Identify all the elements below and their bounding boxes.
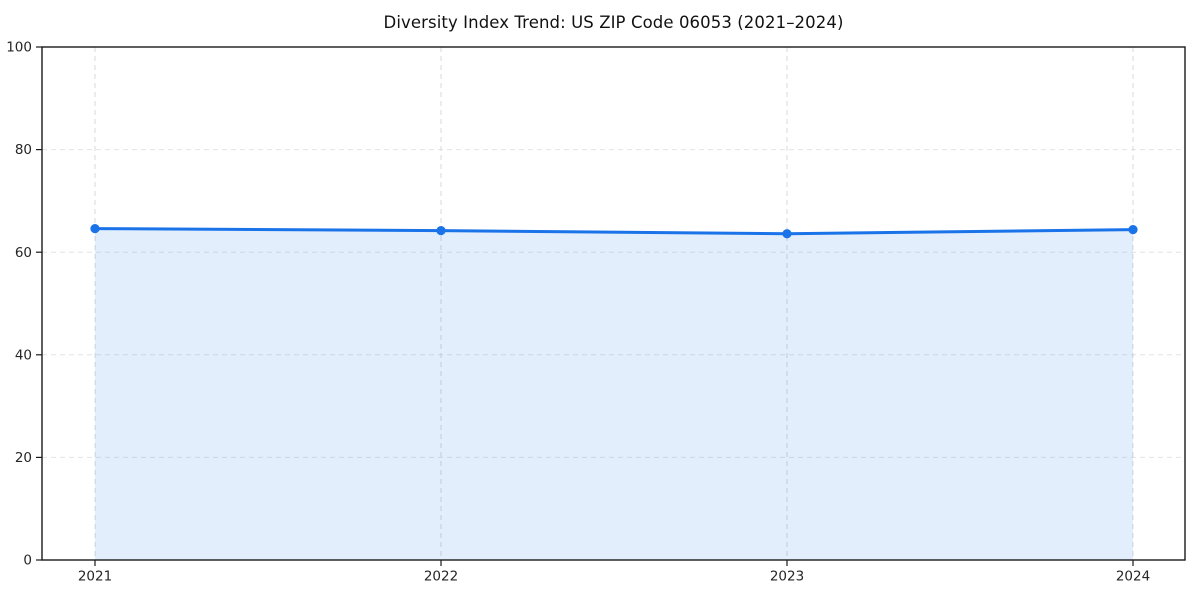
x-tick-label: 2023 — [770, 569, 804, 585]
y-tick-label: 20 — [15, 450, 32, 466]
trend-line-layer — [93, 227, 1135, 236]
x-tick-label: 2022 — [424, 569, 458, 585]
data-point-2021 — [90, 224, 100, 234]
horizontal-gridlines — [42, 149, 1185, 458]
y-tick-label: 80 — [15, 142, 32, 158]
x-tick-label: 2024 — [1116, 569, 1150, 585]
tick-labels-layer: 0 20 40 60 80 100 2021 2022 2023 2024 — [6, 40, 1150, 585]
data-point-2023 — [782, 229, 792, 239]
area-fill — [95, 228, 1133, 561]
plot-border — [41, 46, 1186, 561]
y-tick-label: 60 — [15, 245, 32, 261]
data-point-2024 — [1128, 225, 1138, 235]
axes-layer — [41, 46, 1186, 561]
y-tick-label: 40 — [15, 347, 32, 363]
y-tick-label: 0 — [23, 553, 32, 569]
area-fill-layer — [95, 228, 1133, 561]
data-point-2022 — [436, 226, 446, 236]
data-points-layer — [90, 224, 1138, 239]
x-tick-label: 2021 — [78, 569, 112, 585]
trend-line — [93, 227, 1135, 236]
vertical-gridlines — [94, 47, 1134, 560]
tick-marks-layer — [36, 46, 1134, 566]
y-tick-label: 100 — [6, 40, 32, 56]
chart-title: Diversity Index Trend: US ZIP Code 06053… — [383, 13, 844, 32]
